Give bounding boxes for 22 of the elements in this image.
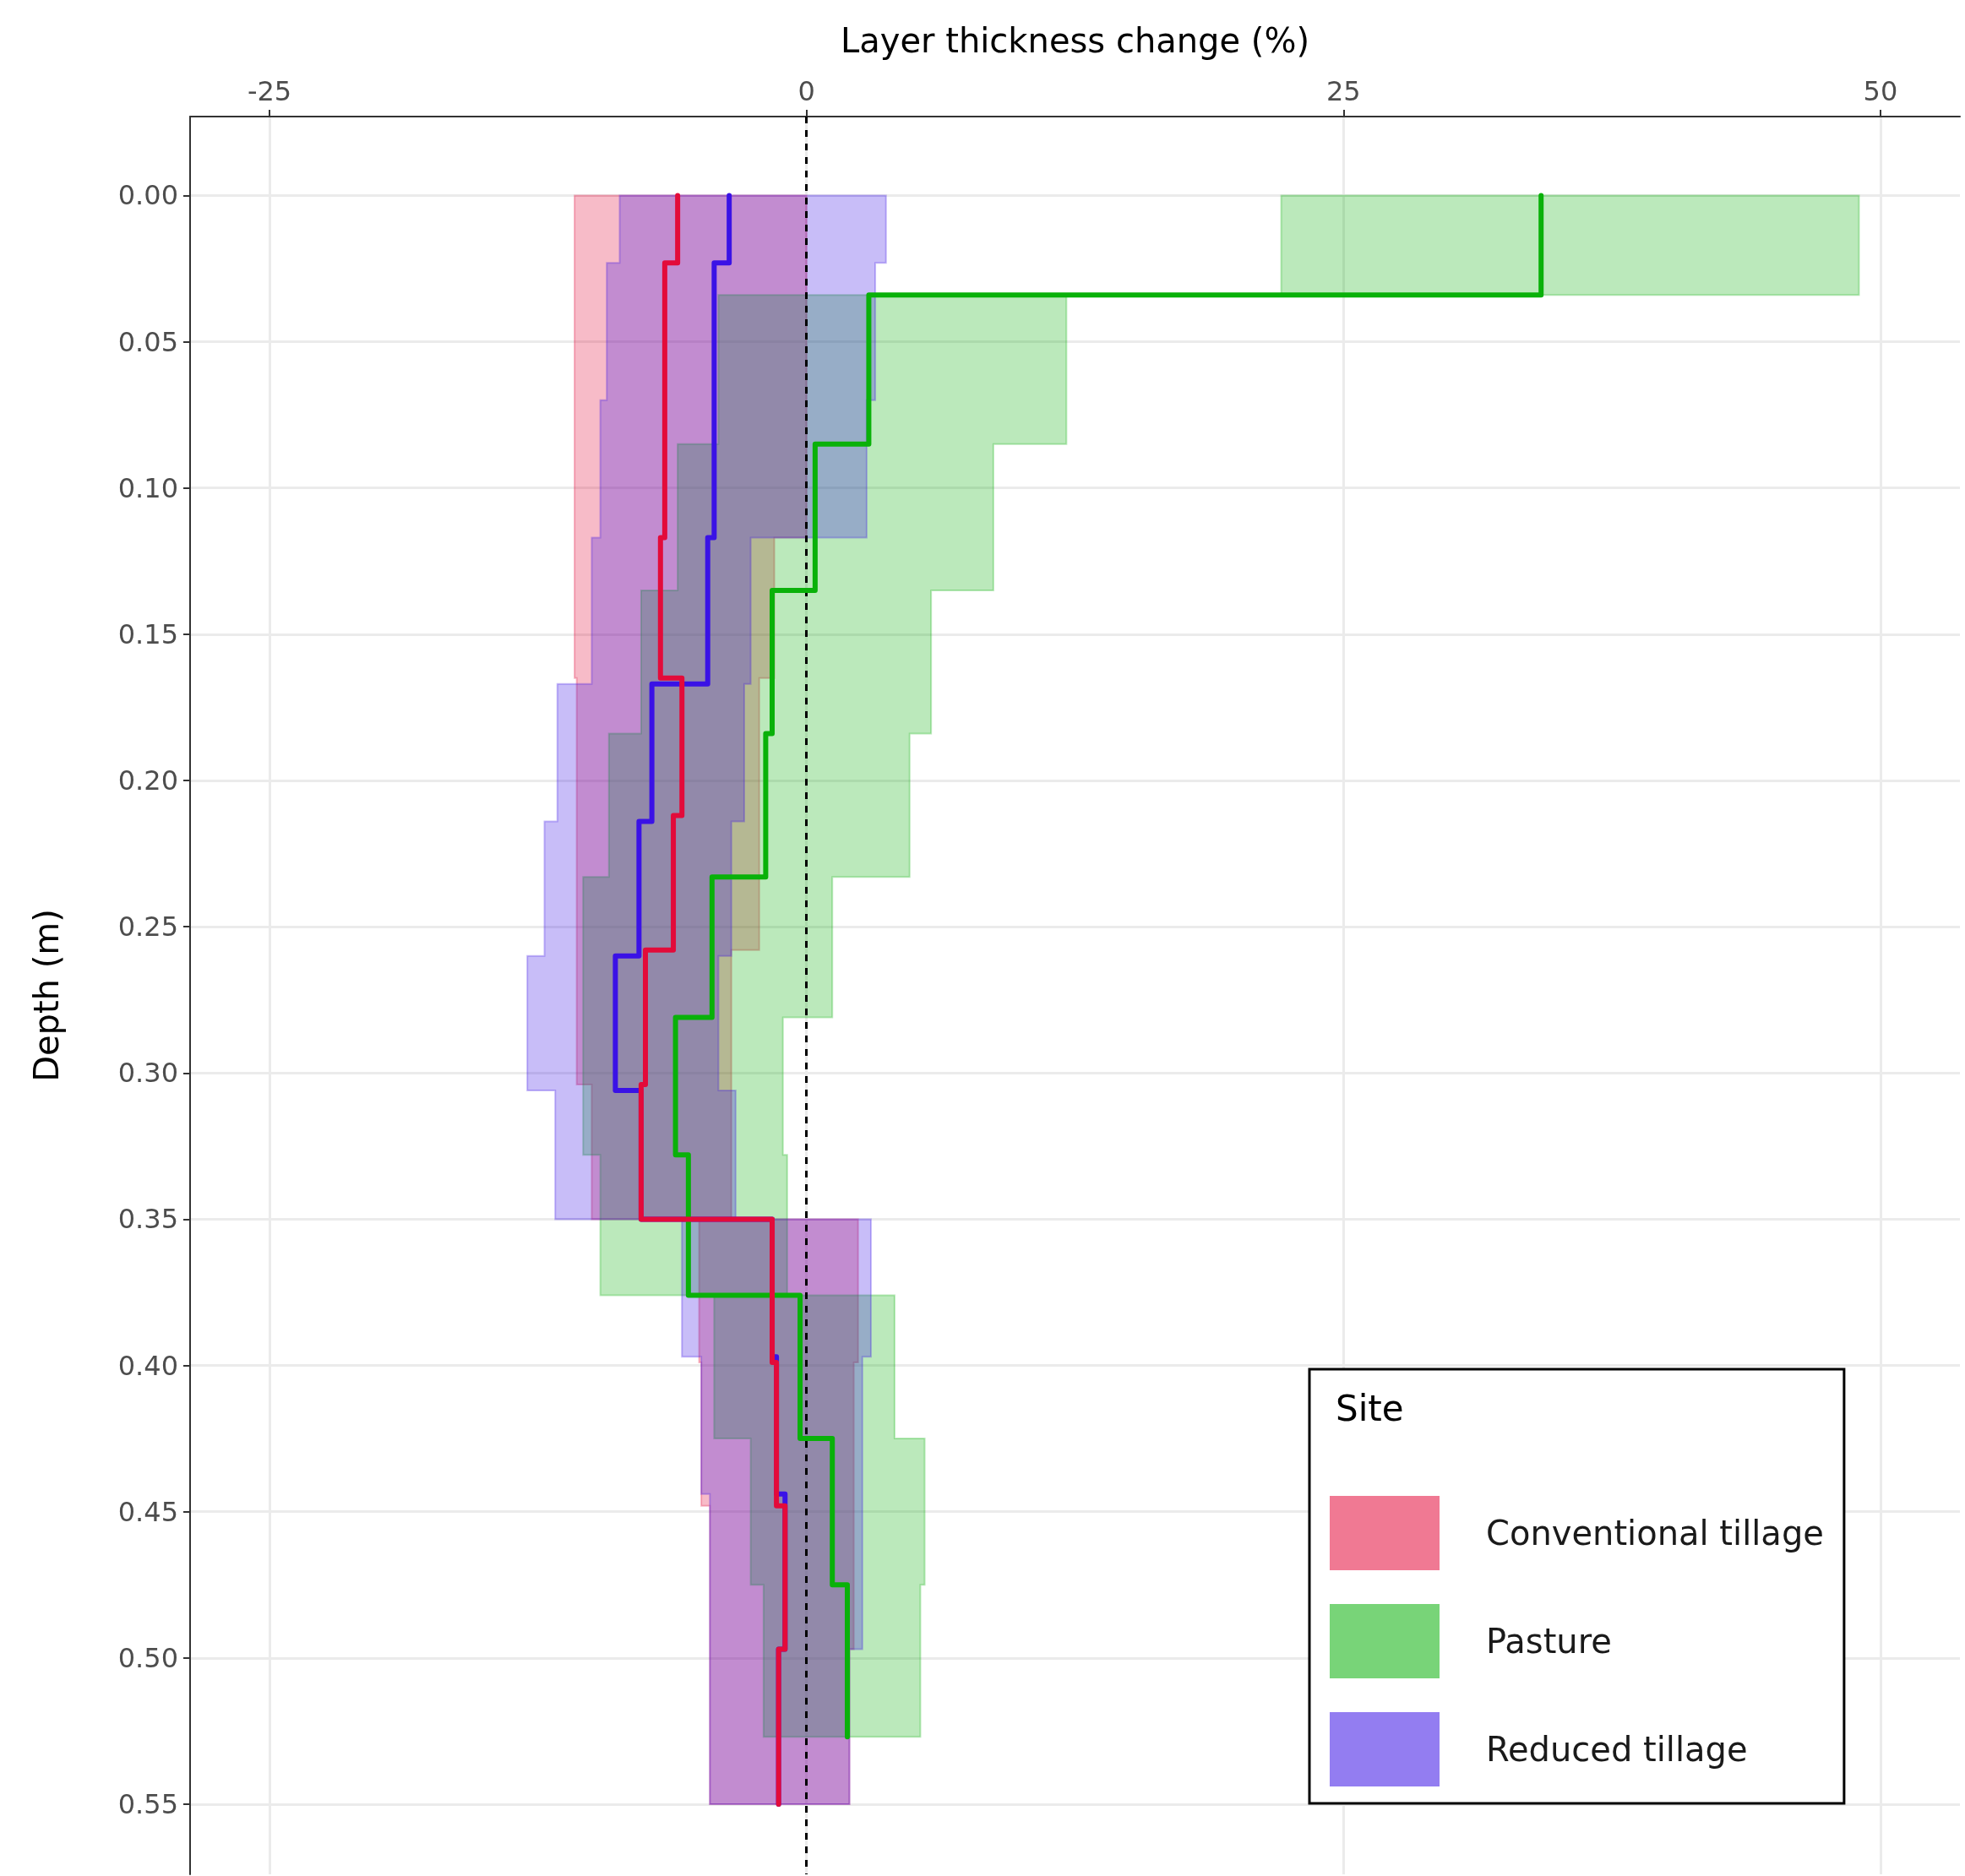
legend-label: Pasture — [1486, 1622, 1612, 1661]
y-tick-label: 0.40 — [117, 1349, 178, 1382]
y-tick-label: 0.45 — [117, 1495, 178, 1528]
y-tick-label: 0.50 — [117, 1641, 178, 1674]
x-tick-label: -25 — [247, 75, 292, 107]
x-tick-label: 50 — [1863, 75, 1898, 107]
y-tick-label: 0.05 — [117, 325, 178, 358]
y-axis-title: Depth (m) — [27, 909, 66, 1082]
y-tick-label: 0.25 — [117, 911, 178, 943]
x-axis-title: Layer thickness change (%) — [840, 21, 1310, 60]
y-tick-label: 0.15 — [117, 617, 178, 650]
y-tick-label: 0.35 — [117, 1203, 178, 1236]
x-tick-label: 25 — [1325, 75, 1361, 107]
y-tick-label: 0.30 — [117, 1057, 178, 1090]
y-tick-label: 0.20 — [117, 764, 178, 797]
x-tick-label: 0 — [797, 75, 815, 107]
y-tick-label: 0.55 — [117, 1787, 178, 1820]
legend-label: Reduced tillage — [1486, 1730, 1748, 1769]
legend-title: Site — [1336, 1387, 1404, 1429]
y-tick-label: 0.10 — [117, 471, 178, 504]
y-tick-label: 0.00 — [117, 179, 178, 212]
legend-label: Conventional tillage — [1486, 1514, 1824, 1552]
